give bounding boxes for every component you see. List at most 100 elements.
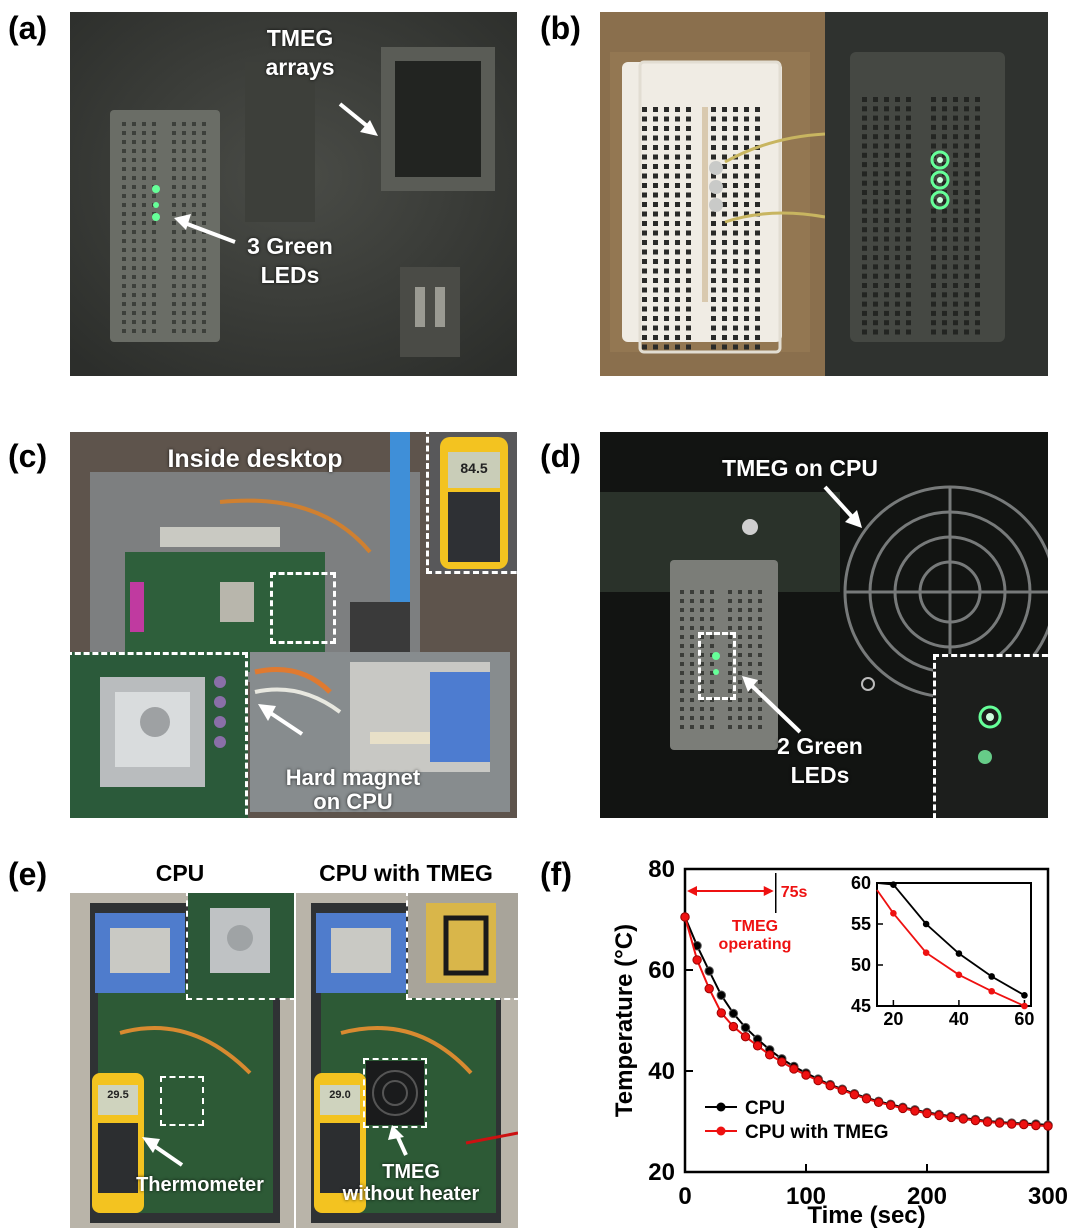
inset-data-point bbox=[1021, 1002, 1028, 1010]
y-tick-label: 80 bbox=[648, 856, 675, 883]
data-point-cpu-with-tmeg bbox=[716, 1008, 727, 1018]
annotation-inside-desktop: Inside desktop bbox=[167, 445, 343, 473]
data-point-cpu-with-tmeg bbox=[970, 1115, 981, 1126]
inset-y-tick-label: 45 bbox=[851, 996, 871, 1016]
data-point-cpu-with-tmeg bbox=[704, 983, 714, 994]
meter-reading: 84.5 bbox=[460, 460, 488, 476]
inset-data-point bbox=[890, 881, 897, 888]
inset-x-tick-label: 60 bbox=[1014, 1009, 1034, 1029]
annotation-text: TMEG bbox=[732, 918, 778, 935]
breadboard-dark bbox=[850, 52, 1005, 342]
inset-data-point bbox=[922, 920, 930, 928]
inset-data-point bbox=[988, 987, 995, 995]
led-highlight-box bbox=[698, 632, 736, 700]
data-point-cpu-with-tmeg bbox=[946, 1112, 956, 1123]
legend-marker bbox=[716, 1126, 726, 1136]
data-point-cpu-with-tmeg bbox=[801, 1070, 811, 1080]
photo-panel-a: TMEG arrays 3 Green LEDs bbox=[70, 12, 517, 376]
data-point-cpu-with-tmeg bbox=[910, 1106, 920, 1116]
plot-frame bbox=[683, 867, 1050, 1174]
data-point-cpu-with-tmeg bbox=[1007, 1119, 1017, 1129]
annotation-hard-magnet: Hard magnet on CPU bbox=[285, 765, 421, 815]
photo-panel-c: Inside desktop 84.5 Hard magnet on CPU bbox=[70, 432, 517, 818]
photo-panel-d: TMEG on CPU 2 Green LEDs bbox=[600, 432, 1048, 818]
data-point-cpu-with-tmeg bbox=[898, 1103, 908, 1114]
annotation-tmeg-without-heater: TMEG without heater bbox=[342, 1161, 480, 1205]
green-led bbox=[712, 652, 720, 660]
x-tick-label: 100 bbox=[786, 1183, 826, 1210]
data-point-cpu-with-tmeg bbox=[740, 1031, 751, 1042]
breadboard bbox=[110, 110, 220, 342]
data-point-cpu-with-tmeg bbox=[680, 912, 690, 922]
data-point-cpu bbox=[716, 990, 727, 1000]
thermometer-inset-frame bbox=[426, 432, 517, 574]
green-led bbox=[152, 185, 160, 193]
data-point-cpu-with-tmeg bbox=[1043, 1121, 1053, 1131]
data-point-cpu-with-tmeg bbox=[789, 1064, 799, 1074]
title-cpu: CPU bbox=[155, 860, 205, 886]
data-point-cpu bbox=[728, 1008, 739, 1019]
panel-b-scene bbox=[600, 12, 1048, 376]
panel-label-f: (f) bbox=[540, 856, 572, 892]
inset-data-point bbox=[955, 971, 963, 979]
tmeg-highlight-box bbox=[363, 1058, 427, 1128]
photo-panel-b bbox=[600, 12, 1048, 376]
data-point-cpu-with-tmeg bbox=[765, 1050, 775, 1060]
inset-y-tick-label: 60 bbox=[851, 873, 871, 893]
legend-label: CPU with TMEG bbox=[745, 1122, 889, 1143]
green-led bbox=[152, 213, 160, 221]
panel-a-scene bbox=[70, 12, 517, 376]
data-point-cpu-with-tmeg bbox=[692, 955, 702, 965]
x-tick-label: 0 bbox=[678, 1183, 691, 1210]
panel-label-c: (c) bbox=[8, 438, 48, 474]
data-point-cpu-with-tmeg bbox=[861, 1094, 872, 1104]
data-point-cpu-with-tmeg bbox=[752, 1041, 763, 1051]
inset-data-point bbox=[955, 950, 963, 957]
green-led bbox=[713, 669, 719, 675]
meter-reading: 29.0 bbox=[329, 1089, 351, 1101]
temperature-chart-svg: 0 100 200 300 20 40 60 80 Time (sec) Temperature … bbox=[611, 856, 1068, 1228]
data-point-cpu-with-tmeg bbox=[837, 1085, 848, 1095]
green-led bbox=[978, 750, 992, 764]
inset-data-point bbox=[922, 949, 930, 956]
inset-frame bbox=[876, 882, 1032, 1007]
annotation-green-leds: 3 Green LEDs bbox=[247, 233, 333, 288]
data-point-cpu-with-tmeg bbox=[982, 1117, 993, 1127]
data-point-cpu-with-tmeg bbox=[1031, 1120, 1041, 1131]
y-axis-label: Temperature (°C) bbox=[611, 924, 638, 1117]
meter-reading: 29.5 bbox=[107, 1089, 129, 1101]
green-led bbox=[978, 705, 1002, 729]
annotation-tmeg-on-cpu: TMEG on CPU bbox=[722, 455, 878, 481]
x-tick-label: 300 bbox=[1028, 1183, 1068, 1210]
data-point-cpu-with-tmeg bbox=[922, 1108, 932, 1119]
annotation-text: operating bbox=[719, 936, 792, 953]
inset-series-line bbox=[876, 889, 1025, 1007]
inset-y-tick-label: 50 bbox=[851, 955, 871, 975]
legend-marker bbox=[716, 1102, 726, 1112]
legend-label: CPU bbox=[745, 1098, 785, 1119]
cpu-highlight-box bbox=[270, 572, 336, 644]
data-point-cpu-with-tmeg bbox=[813, 1075, 823, 1086]
breadboard bbox=[670, 560, 778, 750]
panel-d-scene bbox=[600, 432, 1048, 818]
green-led bbox=[153, 202, 159, 208]
data-point-cpu-with-tmeg bbox=[825, 1080, 835, 1091]
x-axis-label: Time (sec) bbox=[807, 1202, 925, 1228]
data-point-cpu bbox=[704, 966, 714, 976]
green-led bbox=[930, 190, 950, 210]
data-point-cpu bbox=[740, 1022, 751, 1033]
panel-c-scene bbox=[70, 432, 517, 818]
photo-panel-e-left: 29.5 Thermometer bbox=[70, 893, 294, 1228]
data-point-cpu-with-tmeg bbox=[873, 1097, 884, 1108]
y-tick-label: 60 bbox=[648, 957, 675, 984]
annotation-arrowhead bbox=[763, 886, 774, 896]
data-point-cpu-with-tmeg bbox=[728, 1021, 739, 1032]
data-point-cpu-with-tmeg bbox=[1019, 1119, 1029, 1130]
y-tick-label: 40 bbox=[648, 1058, 675, 1085]
cpu-inset-frame bbox=[186, 893, 294, 1000]
tmeg-array bbox=[381, 47, 495, 191]
panel-label-e: (e) bbox=[8, 856, 48, 892]
panel-label-d: (d) bbox=[540, 438, 581, 474]
data-point-cpu-with-tmeg bbox=[934, 1110, 944, 1121]
data-point-cpu-with-tmeg bbox=[849, 1090, 860, 1100]
